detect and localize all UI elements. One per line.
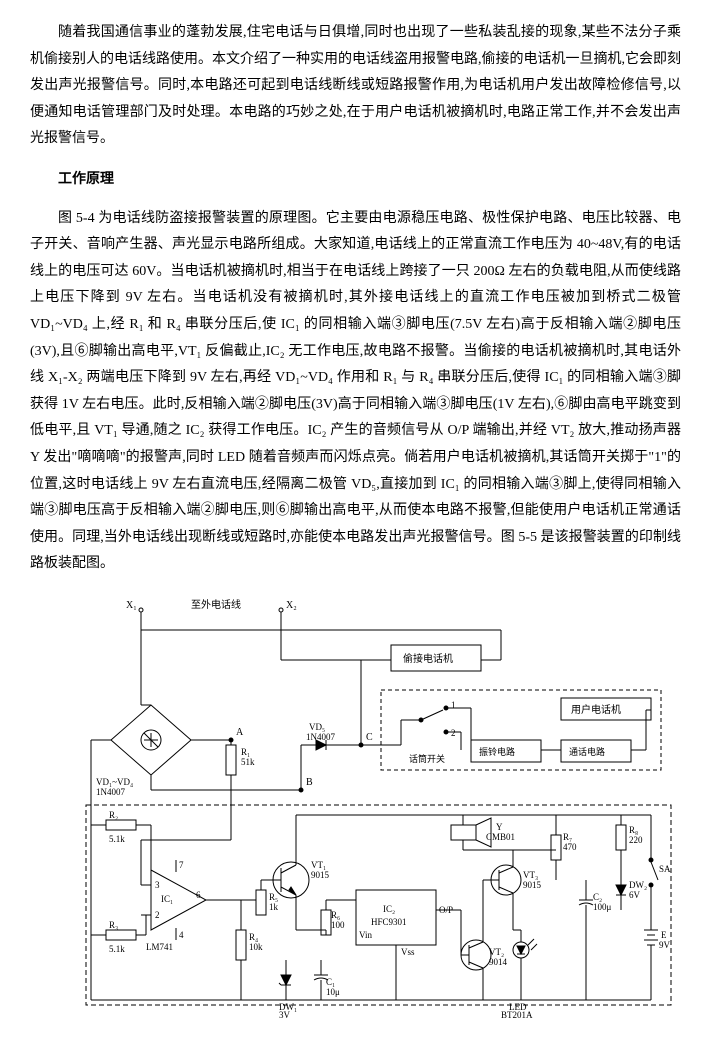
label-sw2: 2: [451, 728, 456, 738]
label-e: E: [661, 930, 667, 940]
label-vt2t: 9014: [489, 957, 508, 967]
label-ic1: IC₁: [161, 894, 173, 904]
label-dw2: DW₂: [629, 880, 647, 890]
label-ic2t: HFC9301: [371, 917, 407, 927]
label-ring: 振铃电路: [479, 746, 515, 757]
label-r1: R₁: [241, 747, 250, 757]
label-c: C: [366, 732, 373, 743]
label-vd14t: 1N4007: [96, 787, 125, 797]
label-pin3: 3: [155, 880, 160, 890]
label-r5: R₅: [269, 892, 278, 902]
label-stolen: 偷接电话机: [403, 652, 453, 665]
label-c2v: 100μ: [593, 902, 612, 912]
label-vd14: VD₁~VD₄: [96, 777, 133, 787]
label-pin6: 6: [196, 890, 201, 900]
label-sa: SA: [659, 864, 671, 874]
label-a: A: [236, 727, 244, 738]
label-yt: CMB01: [486, 832, 515, 842]
label-ledt: BT201A: [501, 1010, 533, 1020]
label-vt1t: 9015: [311, 870, 330, 880]
intro-paragraph: 随着我国通信事业的蓬勃发展,住宅电话与日俱增,同时也出现了一些私装乱接的现象,某…: [30, 20, 681, 153]
label-top: 至外电话线: [191, 598, 241, 611]
label-op: O/P: [439, 905, 453, 915]
label-r7: R₇: [563, 832, 572, 842]
label-vin: Vin: [359, 930, 372, 940]
label-vt2: VT₂: [489, 947, 504, 957]
label-vd5: VD₅: [309, 722, 325, 732]
label-r1v: 51k: [241, 757, 255, 767]
label-vd5t: 1N4007: [306, 732, 335, 742]
principle-paragraph: 图 5-4 为电话线防盗接报警装置的原理图。它主要由电源稳压电路、极性保护电路、…: [30, 206, 681, 578]
label-r8v: 220: [629, 835, 643, 845]
label-dw1v: 3V: [279, 1010, 291, 1020]
label-dw2v: 6V: [629, 890, 641, 900]
label-pin4: 4: [179, 930, 184, 940]
label-r4: R₄: [249, 932, 258, 942]
label-talk: 通话电路: [569, 746, 605, 757]
label-r3: R₃: [109, 920, 118, 930]
label-y: Y: [496, 822, 503, 832]
label-handset: 话筒开关: [409, 753, 445, 764]
label-r8: R₈: [629, 825, 638, 835]
label-c1: C₁: [326, 977, 335, 987]
label-r5v: 1k: [269, 902, 279, 912]
label-vt1: VT₁: [311, 860, 326, 870]
label-ic2: IC₂: [383, 904, 395, 914]
label-r2v: 5.1k: [109, 834, 125, 844]
label-vt3t: 9015: [523, 880, 542, 890]
label-ev: 9V: [659, 940, 671, 950]
label-ic1t: LM741: [146, 942, 173, 952]
label-c1v: 10μ: [326, 987, 340, 997]
label-x1: X₁: [126, 600, 137, 611]
label-vss: Vss: [401, 947, 415, 957]
label-r2: R₂: [109, 810, 118, 820]
label-x2: X₂: [286, 600, 297, 611]
label-r6: R₆: [331, 910, 340, 920]
label-sw1: 1: [451, 700, 456, 710]
label-vt3: VT₃: [523, 870, 538, 880]
label-pin7: 7: [179, 860, 184, 870]
label-user-phone: 用户电话机: [571, 703, 621, 716]
circuit-diagram: X₁ 至外电话线 X₂ 偷接电话机 用户电话机 话筒开关 振铃电路 通话电路 A…: [31, 590, 681, 1020]
label-r3v: 5.1k: [109, 944, 125, 954]
label-r7v: 470: [563, 842, 577, 852]
label-r4v: 10k: [249, 942, 263, 952]
label-r6v: 100: [331, 920, 345, 930]
label-pin2: 2: [155, 910, 160, 920]
label-c2: C₂: [593, 892, 602, 902]
section-title: 工作原理: [30, 167, 681, 194]
label-b: B: [306, 777, 313, 788]
